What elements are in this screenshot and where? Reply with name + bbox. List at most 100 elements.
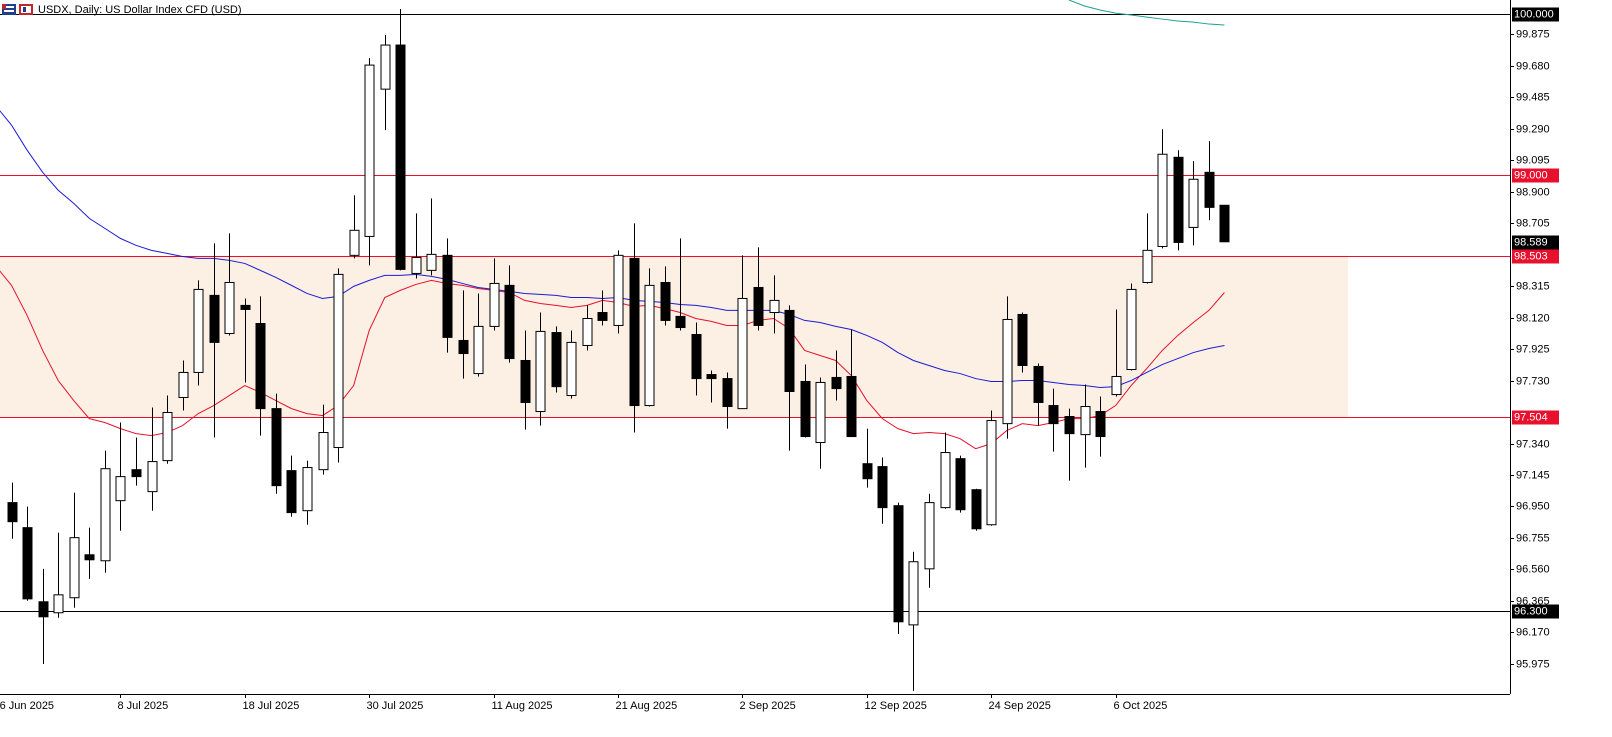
candle-body — [442, 254, 453, 338]
indicator-layer — [0, 0, 1225, 450]
y-tick-label: 98.900 — [1516, 186, 1550, 198]
candle-body — [986, 420, 997, 526]
candle-body — [1219, 204, 1230, 243]
candle-body — [831, 376, 842, 390]
y-tick-label: 98.705 — [1516, 217, 1550, 229]
candle-body — [1033, 365, 1044, 403]
level-layer — [0, 14, 1510, 612]
candle-body — [551, 332, 562, 388]
candle-body — [1126, 288, 1137, 371]
y-tick-label: 98.315 — [1516, 280, 1550, 292]
candle-body — [846, 375, 857, 438]
level-label-bg — [1512, 604, 1559, 619]
candle-body — [1142, 249, 1153, 283]
x-tick-label: 30 Jul 2025 — [367, 700, 424, 712]
x-tick-label: 26 Jun 2025 — [0, 700, 54, 712]
y-tick-label: 99.095 — [1516, 154, 1550, 166]
candle-body — [1002, 318, 1013, 425]
level-label-bg — [1512, 168, 1559, 183]
level-label-bg — [1512, 249, 1559, 264]
icon — [2, 4, 16, 15]
candle-body — [22, 527, 33, 600]
y-tick-label: 96.365 — [1516, 595, 1550, 607]
candle-body — [1188, 178, 1199, 228]
icon — [4, 6, 14, 8]
y-tick-label: 99.485 — [1516, 91, 1550, 103]
y-tick-label: 97.340 — [1516, 438, 1550, 450]
candle-body — [1173, 156, 1184, 243]
level-label: 98.503 — [1514, 250, 1548, 262]
candle-body — [769, 299, 780, 314]
moving-average-line — [1068, 0, 1225, 26]
candle-body — [815, 381, 826, 444]
candle-body — [209, 294, 220, 343]
candle-body — [504, 284, 515, 360]
level-label: 100.000 — [1514, 8, 1554, 20]
candle-body — [131, 469, 142, 478]
symbol-icons — [2, 4, 33, 15]
moving-average-line — [0, 110, 1225, 388]
candle-body — [349, 229, 360, 256]
candle-body — [597, 312, 608, 321]
candle-body — [302, 467, 313, 512]
y-tick-label: 99.875 — [1516, 28, 1550, 40]
level-label-bg — [1512, 410, 1559, 425]
level-label: 96.300 — [1514, 605, 1548, 617]
candle-body — [224, 281, 235, 335]
candle-body — [862, 463, 873, 480]
candle-body — [271, 408, 282, 487]
candle-body — [333, 273, 344, 449]
candle-body — [924, 502, 935, 570]
icon — [2, 4, 6, 9]
candle-body — [784, 309, 795, 392]
candle-body — [255, 323, 266, 410]
candle-body — [286, 470, 297, 514]
candle-body — [753, 286, 764, 326]
candle-body — [178, 371, 189, 398]
candle-body — [426, 253, 437, 271]
candle-body — [660, 281, 671, 321]
icon — [4, 10, 14, 12]
x-tick-label: 21 Aug 2025 — [616, 700, 678, 712]
candle-body — [722, 378, 733, 408]
y-tick-label: 96.170 — [1516, 626, 1550, 638]
chart-title: USDX, Daily: US Dollar Index CFD (USD) — [38, 4, 242, 16]
y-tick-label: 96.755 — [1516, 532, 1550, 544]
axis-layer: 95.975 96.170 96.365 96.560 96.755 96.950 97.1… — [0, 7, 1559, 712]
x-tick-label: 2 Sep 2025 — [740, 700, 796, 712]
candle-body — [706, 374, 717, 380]
candle-body — [800, 380, 811, 438]
x-tick-label: 8 Jul 2025 — [118, 700, 169, 712]
candle-body — [971, 489, 982, 530]
x-tick-label: 11 Aug 2025 — [492, 700, 553, 712]
candle-body — [7, 502, 18, 523]
candle-body — [1204, 171, 1215, 208]
candle-body — [877, 466, 888, 509]
candle-body — [893, 505, 904, 623]
candle-body — [364, 64, 375, 237]
candle-body — [613, 254, 624, 326]
candle-body — [395, 44, 406, 270]
candle-body — [955, 458, 966, 511]
candle-body — [940, 452, 951, 509]
candle-body — [318, 432, 329, 471]
candle-body — [1017, 313, 1028, 366]
candle-body — [53, 594, 64, 614]
candle-body — [162, 411, 173, 462]
candle-body — [644, 284, 655, 407]
y-tick-label: 99.290 — [1516, 123, 1550, 135]
icon — [23, 7, 26, 12]
candle-body — [1095, 411, 1106, 438]
y-tick-label: 98.120 — [1516, 312, 1550, 324]
candle-body — [115, 476, 126, 502]
candle-layer — [7, 9, 1230, 691]
last-price-bg — [1512, 235, 1559, 250]
candle-body — [1111, 375, 1122, 396]
candle-body — [1080, 406, 1091, 436]
candle-body — [38, 601, 49, 618]
candle-body — [691, 333, 702, 380]
candle-body — [520, 359, 531, 403]
candle-body — [1157, 153, 1168, 247]
